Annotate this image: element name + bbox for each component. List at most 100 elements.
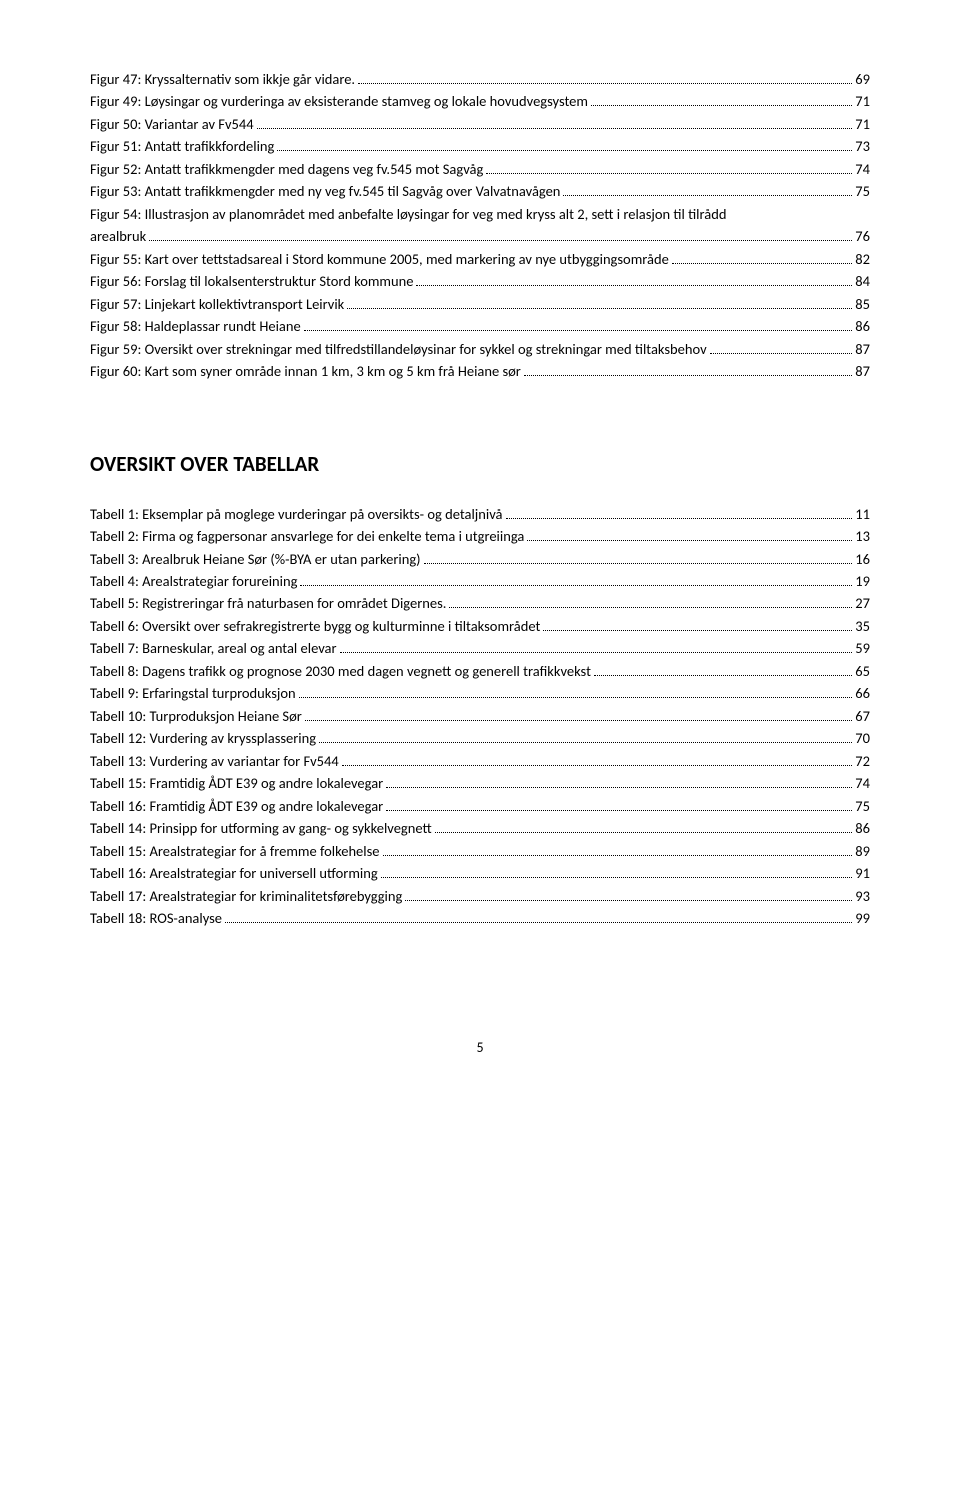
toc-leader-dots xyxy=(299,687,853,699)
table-toc-entry: Tabell 13: Vurdering av variantar for Fv… xyxy=(90,750,870,772)
toc-leader-dots xyxy=(304,320,853,332)
figure-toc-entry-label: Figur 51: Antatt trafikkfordeling xyxy=(90,135,274,157)
figure-toc-entry-label-line1: Figur 54: Illustrasjon av planområdet me… xyxy=(90,203,870,225)
figure-toc-entry: Figur 55: Kart over tettstadsareal i Sto… xyxy=(90,248,870,270)
table-toc-entry-page: 70 xyxy=(855,727,870,749)
figure-toc-entry: Figur 57: Linjekart kollektivtransport L… xyxy=(90,293,870,315)
table-toc-entry: Tabell 7: Barneskular, areal og antal el… xyxy=(90,637,870,659)
table-toc-entry-label: Tabell 16: Arealstrategiar for universel… xyxy=(90,862,378,884)
table-toc-entry: Tabell 9: Erfaringstal turproduksjon 66 xyxy=(90,682,870,704)
table-toc-entry-label: Tabell 15: Framtidig ÅDT E39 og andre lo… xyxy=(90,772,383,794)
figure-toc-entry-label: Figur 50: Variantar av Fv544 xyxy=(90,113,254,135)
table-toc-entry: Tabell 12: Vurdering av kryssplassering 7… xyxy=(90,727,870,749)
toc-leader-dots xyxy=(405,889,852,901)
table-toc-entry: Tabell 10: Turproduksjon Heiane Sør 67 xyxy=(90,705,870,727)
table-toc-entry: Tabell 1: Eksemplar på moglege vurdering… xyxy=(90,503,870,525)
toc-leader-dots xyxy=(149,230,852,242)
figure-toc-entry-page: 71 xyxy=(855,90,870,112)
toc-leader-dots xyxy=(486,162,852,174)
toc-leader-dots xyxy=(543,619,852,631)
table-toc-entry-page: 59 xyxy=(855,637,870,659)
table-toc-entry-label: Tabell 16: Framtidig ÅDT E39 og andre lo… xyxy=(90,795,383,817)
table-toc-entry-label: Tabell 13: Vurdering av variantar for Fv… xyxy=(90,750,339,772)
figure-toc-block: Figur 47: Kryssalternativ som ikkje går … xyxy=(90,68,870,383)
figure-toc-entry: Figur 47: Kryssalternativ som ikkje går … xyxy=(90,68,870,90)
toc-leader-dots xyxy=(257,117,853,129)
table-toc-entry: Tabell 15: Arealstrategiar for å fremme … xyxy=(90,840,870,862)
figure-toc-entry-page: 71 xyxy=(855,113,870,135)
figure-toc-entry: Figur 58: Haldeplassar rundt Heiane 86 xyxy=(90,315,870,337)
table-toc-entry-page: 93 xyxy=(855,885,870,907)
table-toc-entry-label: Tabell 15: Arealstrategiar for å fremme … xyxy=(90,840,380,862)
table-toc-entry-label: Tabell 2: Firma og fagpersonar ansvarleg… xyxy=(90,525,524,547)
table-toc-entry-label: Tabell 17: Arealstrategiar for kriminali… xyxy=(90,885,402,907)
figure-toc-entry-page: 85 xyxy=(855,293,870,315)
table-toc-entry: Tabell 5: Registreringar frå naturbasen … xyxy=(90,592,870,614)
document-page: Figur 47: Kryssalternativ som ikkje går … xyxy=(0,0,960,1096)
table-toc-entry: Tabell 8: Dagens trafikk og prognose 203… xyxy=(90,660,870,682)
table-toc-block: Tabell 1: Eksemplar på moglege vurdering… xyxy=(90,503,870,930)
figure-toc-entry: Figur 51: Antatt trafikkfordeling 73 xyxy=(90,135,870,157)
table-toc-entry-label: Tabell 14: Prinsipp for utforming av gan… xyxy=(90,817,432,839)
figure-toc-entry-label: Figur 47: Kryssalternativ som ikkje går … xyxy=(90,68,355,90)
table-toc-entry-label: Tabell 4: Arealstrategiar forureining xyxy=(90,570,297,592)
toc-leader-dots xyxy=(381,866,853,878)
figure-toc-entry-page: 75 xyxy=(855,180,870,202)
toc-leader-dots xyxy=(383,844,853,856)
figure-toc-entry-page: 74 xyxy=(855,158,870,180)
figure-toc-entry-label: Figur 52: Antatt trafikkmengder med dage… xyxy=(90,158,483,180)
toc-leader-dots xyxy=(563,185,852,197)
figure-toc-entry-label: Figur 57: Linjekart kollektivtransport L… xyxy=(90,293,344,315)
figure-toc-entry: Figur 50: Variantar av Fv544 71 xyxy=(90,113,870,135)
table-toc-entry-label: Tabell 9: Erfaringstal turproduksjon xyxy=(90,682,296,704)
table-toc-entry-label: Tabell 12: Vurdering av kryssplassering xyxy=(90,727,316,749)
figure-toc-entry-label: Figur 56: Forslag til lokalsenterstruktu… xyxy=(90,270,413,292)
figure-toc-entry-label: Figur 58: Haldeplassar rundt Heiane xyxy=(90,315,301,337)
figure-toc-entry-label: Figur 55: Kart over tettstadsareal i Sto… xyxy=(90,248,669,270)
table-toc-entry-page: 27 xyxy=(855,592,870,614)
table-toc-entry-page: 13 xyxy=(855,525,870,547)
table-toc-entry: Tabell 16: Framtidig ÅDT E39 og andre lo… xyxy=(90,795,870,817)
table-toc-entry-label: Tabell 5: Registreringar frå naturbasen … xyxy=(90,592,446,614)
table-toc-entry-label: Tabell 18: ROS-analyse xyxy=(90,907,222,929)
figure-toc-entry: Figur 54: Illustrasjon av planområdet me… xyxy=(90,203,870,248)
toc-leader-dots xyxy=(386,799,852,811)
figure-toc-entry: Figur 53: Antatt trafikkmengder med ny v… xyxy=(90,180,870,202)
toc-leader-dots xyxy=(424,552,853,564)
figure-toc-entry: Figur 60: Kart som syner område innan 1 … xyxy=(90,360,870,382)
table-toc-entry-page: 66 xyxy=(855,682,870,704)
table-toc-entry-page: 89 xyxy=(855,840,870,862)
table-toc-entry: Tabell 18: ROS-analyse 99 xyxy=(90,907,870,929)
table-toc-entry-page: 74 xyxy=(855,772,870,794)
table-toc-entry-page: 35 xyxy=(855,615,870,637)
table-toc-entry-label: Tabell 6: Oversikt over sefrakregistrert… xyxy=(90,615,540,637)
figure-toc-entry-page: 82 xyxy=(855,248,870,270)
table-toc-entry: Tabell 14: Prinsipp for utforming av gan… xyxy=(90,817,870,839)
table-toc-entry: Tabell 15: Framtidig ÅDT E39 og andre lo… xyxy=(90,772,870,794)
figure-toc-entry-page: 73 xyxy=(855,135,870,157)
figure-toc-entry-page: 86 xyxy=(855,315,870,337)
toc-leader-dots xyxy=(435,822,853,834)
toc-leader-dots xyxy=(591,95,852,107)
table-toc-entry: Tabell 6: Oversikt over sefrakregistrert… xyxy=(90,615,870,637)
table-toc-entry-page: 67 xyxy=(855,705,870,727)
table-toc-entry-label: Tabell 10: Turproduksjon Heiane Sør xyxy=(90,705,302,727)
toc-leader-dots xyxy=(594,664,852,676)
table-toc-entry: Tabell 17: Arealstrategiar for kriminali… xyxy=(90,885,870,907)
table-toc-entry-page: 11 xyxy=(855,503,870,525)
toc-leader-dots xyxy=(300,574,852,586)
toc-leader-dots xyxy=(524,365,852,377)
toc-leader-dots xyxy=(358,72,852,84)
toc-leader-dots xyxy=(319,732,852,744)
toc-leader-dots xyxy=(386,777,852,789)
table-toc-entry: Tabell 3: Arealbruk Heiane Sør (%-BYA er… xyxy=(90,548,870,570)
table-toc-entry-page: 99 xyxy=(855,907,870,929)
figure-toc-entry-page: 87 xyxy=(855,338,870,360)
figure-toc-entry-page: 87 xyxy=(855,360,870,382)
table-toc-entry-page: 16 xyxy=(855,548,870,570)
figure-toc-entry: Figur 49: Løysingar og vurderinga av eks… xyxy=(90,90,870,112)
table-toc-entry: Tabell 2: Firma og fagpersonar ansvarleg… xyxy=(90,525,870,547)
table-toc-entry-page: 72 xyxy=(855,750,870,772)
figure-toc-entry-page: 76 xyxy=(855,225,870,247)
toc-leader-dots xyxy=(506,507,853,519)
